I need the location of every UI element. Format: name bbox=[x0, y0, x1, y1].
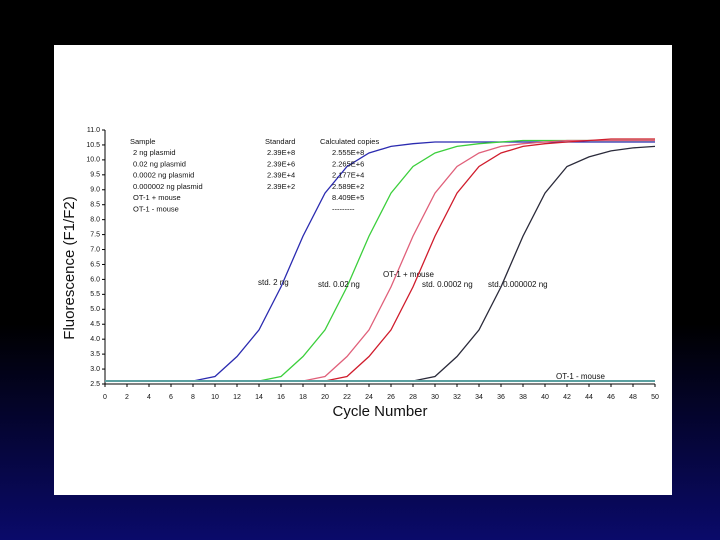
series-label: std. 0.0002 ng bbox=[422, 280, 473, 289]
table-header: Calculated copies bbox=[320, 137, 379, 146]
series-label: std. 0.000002 ng bbox=[488, 280, 548, 289]
x-tick-label: 4 bbox=[147, 394, 151, 401]
y-tick-label: 7.0 bbox=[90, 246, 100, 253]
y-tick-label: 6.5 bbox=[90, 261, 100, 268]
table-cell: 2.39E+4 bbox=[267, 171, 295, 180]
x-tick-label: 8 bbox=[191, 394, 195, 401]
y-tick-label: 8.0 bbox=[90, 216, 100, 223]
y-tick-label: 7.5 bbox=[90, 231, 100, 238]
y-tick-label: 9.5 bbox=[90, 172, 100, 179]
x-tick-label: 48 bbox=[629, 394, 637, 401]
x-tick-label: 2 bbox=[125, 394, 129, 401]
table-cell: 0.000002 ng plasmid bbox=[133, 182, 203, 191]
x-tick-label: 20 bbox=[321, 394, 329, 401]
table-cell: 2.589E+2 bbox=[332, 182, 364, 191]
table-cell: 0.0002 ng plasmid bbox=[133, 171, 194, 180]
y-tick-label: 5.5 bbox=[90, 291, 100, 298]
y-tick-label: 5.0 bbox=[90, 306, 100, 313]
x-tick-label: 30 bbox=[431, 394, 439, 401]
y-tick-label: 9.0 bbox=[90, 187, 100, 194]
x-tick-label: 12 bbox=[233, 394, 241, 401]
x-tick-label: 40 bbox=[541, 394, 549, 401]
table-cell: --------- bbox=[332, 204, 355, 213]
x-tick-label: 18 bbox=[299, 394, 307, 401]
y-tick-label: 10.0 bbox=[86, 157, 100, 164]
table-cell: 2.177E+4 bbox=[332, 171, 364, 180]
y-tick-label: 11.0 bbox=[87, 127, 100, 134]
x-tick-label: 50 bbox=[651, 394, 659, 401]
table-cell: 2.39E+6 bbox=[267, 159, 295, 168]
x-tick-label: 14 bbox=[255, 394, 263, 401]
y-tick-label: 4.0 bbox=[90, 336, 100, 343]
y-tick-label: 3.0 bbox=[90, 366, 100, 373]
x-tick-label: 34 bbox=[475, 394, 483, 401]
y-tick-label: 4.5 bbox=[90, 321, 100, 328]
x-tick-label: 28 bbox=[409, 394, 417, 401]
x-tick-label: 6 bbox=[169, 394, 173, 401]
x-tick-label: 22 bbox=[343, 394, 351, 401]
x-tick-label: 0 bbox=[103, 394, 107, 401]
table-cell: 8.409E+5 bbox=[332, 193, 364, 202]
x-tick-label: 36 bbox=[497, 394, 505, 401]
x-tick-label: 46 bbox=[607, 394, 615, 401]
y-tick-label: 6.0 bbox=[90, 276, 100, 283]
table-cell: 2.555E+8 bbox=[332, 148, 364, 157]
table-header: Standard bbox=[265, 137, 295, 146]
table-cell: 2.265E+6 bbox=[332, 159, 364, 168]
table-cell: 0.02 ng plasmid bbox=[133, 159, 186, 168]
series-label: OT-1 - mouse bbox=[556, 372, 605, 381]
panel bbox=[54, 45, 672, 495]
table-cell: OT-1 - mouse bbox=[133, 204, 179, 213]
x-tick-label: 32 bbox=[453, 394, 461, 401]
x-tick-label: 26 bbox=[387, 394, 395, 401]
table-header: Sample bbox=[130, 137, 155, 146]
y-tick-label: 3.5 bbox=[90, 351, 100, 358]
x-tick-label: 42 bbox=[563, 394, 571, 401]
y-axis-title: Fluorescence (F1/F2) bbox=[61, 196, 78, 339]
series-label: std. 2 ng bbox=[258, 278, 289, 287]
series-label: OT-1 + mouse bbox=[383, 270, 434, 279]
table-cell: 2.39E+8 bbox=[267, 148, 295, 157]
x-tick-label: 44 bbox=[585, 394, 593, 401]
x-tick-label: 10 bbox=[211, 394, 219, 401]
y-tick-label: 10.5 bbox=[86, 142, 100, 149]
table-cell: OT-1 + mouse bbox=[133, 193, 181, 202]
series-label: std. 0.02 ng bbox=[318, 280, 360, 289]
x-tick-label: 16 bbox=[277, 394, 285, 401]
y-tick-label: 2.5 bbox=[90, 381, 100, 388]
y-tick-label: 8.5 bbox=[90, 202, 100, 209]
x-tick-label: 24 bbox=[365, 394, 373, 401]
table-cell: 2 ng plasmid bbox=[133, 148, 176, 157]
x-axis-title: Cycle Number bbox=[332, 403, 427, 420]
table-cell: 2.39E+2 bbox=[267, 182, 295, 191]
x-tick-label: 38 bbox=[519, 394, 527, 401]
